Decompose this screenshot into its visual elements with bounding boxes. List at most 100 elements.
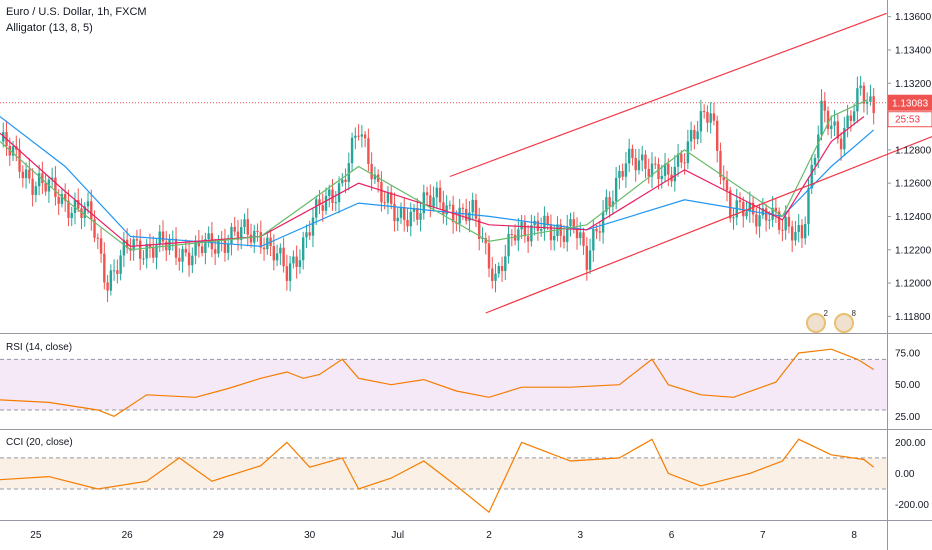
- candle-body[interactable]: [553, 236, 556, 241]
- candle-body[interactable]: [448, 204, 452, 206]
- candle-body[interactable]: [197, 240, 201, 247]
- candle-body[interactable]: [768, 219, 771, 221]
- candle-body[interactable]: [699, 111, 703, 132]
- candle-body[interactable]: [807, 188, 810, 225]
- candle-body[interactable]: [178, 257, 181, 262]
- candle-body[interactable]: [523, 221, 527, 237]
- rsi-line[interactable]: [0, 348, 875, 417]
- candle-body[interactable]: [67, 200, 70, 218]
- candle-body[interactable]: [777, 211, 781, 230]
- candle-body[interactable]: [181, 248, 184, 262]
- candle-body[interactable]: [582, 232, 585, 246]
- cci-line[interactable]: [0, 438, 875, 514]
- candle-body[interactable]: [738, 200, 742, 203]
- candle-body[interactable]: [295, 256, 298, 267]
- candle-body[interactable]: [34, 186, 38, 195]
- candle-body[interactable]: [240, 227, 243, 240]
- candle-body[interactable]: [119, 255, 122, 274]
- candle-body[interactable]: [324, 195, 328, 211]
- candle-body[interactable]: [559, 224, 562, 236]
- alligator-lips-line[interactable]: [0, 99, 868, 251]
- candle-body[interactable]: [751, 202, 755, 215]
- candle-body[interactable]: [680, 153, 683, 163]
- candle-body[interactable]: [109, 270, 113, 291]
- candle-body[interactable]: [526, 236, 530, 242]
- candle-body[interactable]: [709, 113, 712, 123]
- candle-body[interactable]: [83, 206, 86, 219]
- candle-body[interactable]: [425, 192, 429, 196]
- candle-body[interactable]: [357, 135, 360, 137]
- candle-body[interactable]: [546, 215, 549, 225]
- candle-body[interactable]: [191, 255, 194, 266]
- candle-body[interactable]: [481, 238, 484, 240]
- candle-body[interactable]: [18, 149, 21, 172]
- candle-body[interactable]: [429, 195, 432, 207]
- candle-body[interactable]: [328, 189, 331, 196]
- candle-body[interactable]: [611, 201, 615, 207]
- candle-body[interactable]: [409, 211, 412, 227]
- candle-body[interactable]: [631, 148, 634, 159]
- candle-body[interactable]: [390, 192, 393, 204]
- candle-body[interactable]: [859, 85, 862, 89]
- candle-body[interactable]: [654, 163, 657, 165]
- candle-body[interactable]: [86, 201, 90, 207]
- candle-body[interactable]: [279, 247, 282, 254]
- candle-body[interactable]: [510, 233, 514, 235]
- candle-body[interactable]: [637, 160, 641, 171]
- candle-body[interactable]: [282, 247, 285, 267]
- candle-body[interactable]: [243, 219, 246, 228]
- candle-body[interactable]: [321, 205, 324, 211]
- candle-body[interactable]: [618, 170, 621, 178]
- candle-body[interactable]: [647, 168, 650, 177]
- candle-body[interactable]: [399, 207, 403, 218]
- candle-body[interactable]: [507, 233, 510, 257]
- candle-body[interactable]: [771, 207, 774, 220]
- candle-body[interactable]: [572, 219, 575, 229]
- candle-body[interactable]: [419, 213, 422, 220]
- candle-body[interactable]: [461, 207, 465, 209]
- candle-body[interactable]: [11, 146, 15, 156]
- candle-body[interactable]: [484, 238, 487, 244]
- candle-body[interactable]: [813, 157, 817, 165]
- candle-body[interactable]: [836, 121, 840, 139]
- candle-body[interactable]: [800, 224, 804, 239]
- candle-body[interactable]: [614, 177, 618, 202]
- candle-body[interactable]: [90, 201, 93, 220]
- candle-body[interactable]: [380, 181, 383, 203]
- candle-body[interactable]: [517, 229, 520, 241]
- us-flag-icon[interactable]: 2: [806, 309, 828, 333]
- candle-body[interactable]: [716, 120, 719, 151]
- candle-body[interactable]: [54, 177, 57, 197]
- candle-body[interactable]: [292, 256, 295, 264]
- candle-body[interactable]: [152, 247, 155, 258]
- candle-body[interactable]: [585, 245, 588, 270]
- candle-body[interactable]: [566, 226, 569, 242]
- candle-body[interactable]: [145, 243, 148, 259]
- candle-body[interactable]: [288, 263, 292, 281]
- candle-body[interactable]: [28, 169, 31, 179]
- candle-body[interactable]: [70, 212, 73, 218]
- candle-body[interactable]: [363, 134, 367, 139]
- candle-body[interactable]: [689, 129, 693, 142]
- candle-body[interactable]: [256, 230, 259, 233]
- candle-body[interactable]: [174, 238, 178, 258]
- candle-body[interactable]: [706, 111, 709, 123]
- candle-body[interactable]: [207, 233, 210, 240]
- candle-body[interactable]: [331, 189, 334, 203]
- candle-body[interactable]: [846, 115, 849, 128]
- candle-body[interactable]: [122, 239, 126, 256]
- channel-lower-line[interactable]: [485, 136, 932, 314]
- candle-body[interactable]: [259, 232, 262, 248]
- candle-body[interactable]: [367, 138, 370, 164]
- countdown-badge[interactable]: [887, 111, 932, 128]
- candle-body[interactable]: [24, 169, 28, 179]
- candle-body[interactable]: [592, 228, 595, 251]
- candle-body[interactable]: [406, 219, 409, 227]
- candle-body[interactable]: [575, 228, 579, 239]
- candle-body[interactable]: [236, 231, 240, 240]
- candle-body[interactable]: [204, 239, 207, 254]
- rsi-indicator-label[interactable]: RSI (14, close): [6, 342, 73, 353]
- candle-body[interactable]: [784, 216, 787, 231]
- candle-body[interactable]: [500, 265, 504, 272]
